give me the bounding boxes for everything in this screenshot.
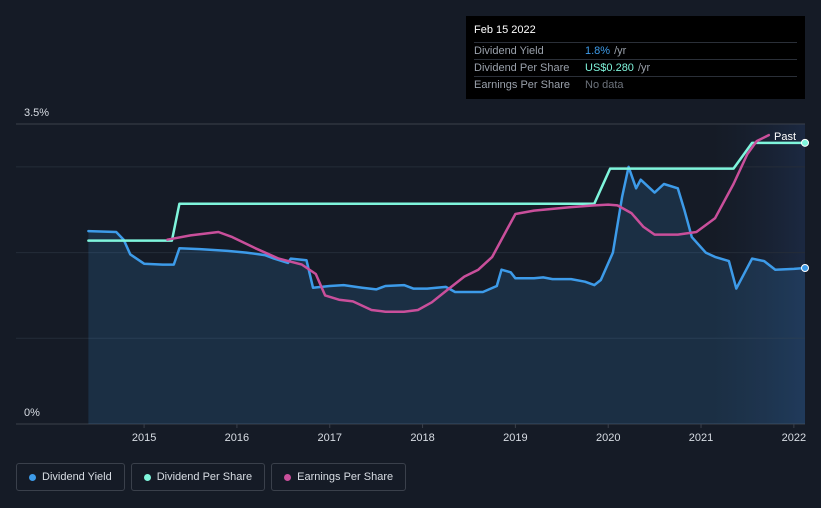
legend-item-dividend-per-share[interactable]: Dividend Per Share xyxy=(130,463,266,491)
dividend-per-share-line xyxy=(87,141,807,242)
tooltip-date: Feb 15 2022 xyxy=(474,24,536,36)
dividend-yield-line xyxy=(87,165,807,294)
series-end-markers xyxy=(801,138,809,272)
x-axis-ticks: 2015 2016 2017 2018 2019 2020 2021 2022 xyxy=(132,424,806,444)
x-tick-label: 2022 xyxy=(782,432,806,444)
x-tick-label: 2018 xyxy=(410,432,434,444)
dividend-yield-area xyxy=(88,166,805,424)
past-region xyxy=(713,124,805,424)
tooltip-unit: /yr xyxy=(614,45,627,57)
grid-lines xyxy=(16,123,805,425)
x-tick-label: 2017 xyxy=(318,432,342,444)
tooltip-label: Dividend Per Share xyxy=(474,62,570,74)
tooltip-value: 1.8% xyxy=(585,45,611,57)
legend-item-earnings-per-share[interactable]: Earnings Per Share xyxy=(271,463,407,491)
tooltip-label: Dividend Yield xyxy=(474,45,544,57)
x-tick-label: 2016 xyxy=(225,432,249,444)
tooltip-row-dividend-per-share: Dividend Per Share US$0.280 /yr xyxy=(474,59,797,76)
legend-item-dividend-yield[interactable]: Dividend Yield xyxy=(16,463,125,491)
tooltip-label: Earnings Per Share xyxy=(474,79,570,91)
legend: Dividend Yield Dividend Per Share Earnin… xyxy=(16,463,407,491)
x-tick-label: 2020 xyxy=(596,432,620,444)
legend-dot-icon xyxy=(284,473,292,481)
dividend-yield-end-marker xyxy=(801,264,809,272)
x-tick-label: 2019 xyxy=(503,432,527,444)
legend-label: Earnings Per Share xyxy=(297,471,394,483)
y-tick-label-top: 3.5% xyxy=(24,107,49,119)
tooltip-row-dividend-yield: Dividend Yield 1.8% /yr xyxy=(474,42,797,59)
tooltip-value: US$0.280 xyxy=(585,62,634,74)
x-tick-label: 2015 xyxy=(132,432,156,444)
tooltip-panel: Feb 15 2022 Dividend Yield 1.8% /yr Divi… xyxy=(466,16,805,99)
tooltip-unit: /yr xyxy=(637,62,651,74)
series-lines xyxy=(87,133,807,313)
y-tick-label-bottom: 0% xyxy=(24,407,40,419)
legend-label: Dividend Per Share xyxy=(156,471,253,483)
x-tick-label: 2021 xyxy=(689,432,713,444)
legend-dot-icon xyxy=(143,473,151,481)
series-areas xyxy=(88,166,805,424)
past-label: Past xyxy=(774,131,796,143)
dividend-per-share-end-marker xyxy=(801,138,809,147)
legend-label: Dividend Yield xyxy=(42,471,112,483)
earnings-per-share-line xyxy=(166,133,771,313)
tooltip-value: No data xyxy=(585,79,624,91)
tooltip-row-earnings-per-share: Earnings Per Share No data xyxy=(474,76,797,93)
legend-dot-icon xyxy=(29,473,36,481)
